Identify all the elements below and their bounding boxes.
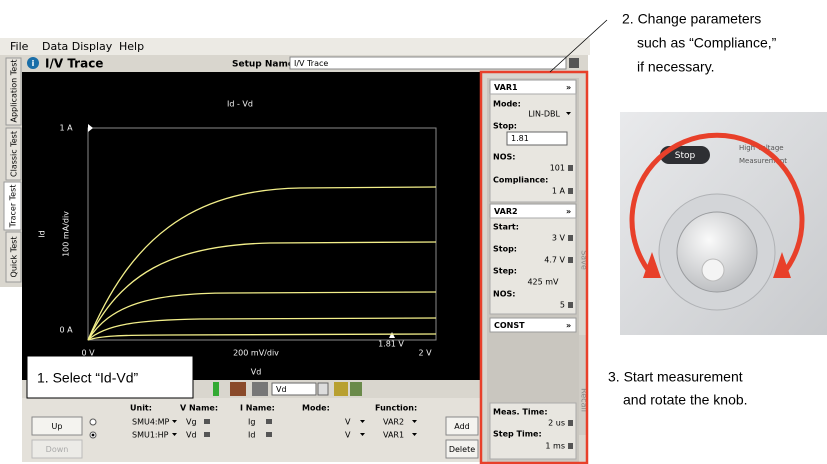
info-glyph: i [32,59,35,68]
tab-label: Application Test [10,60,19,123]
page: File Data Display Help i I/V Trace Setup… [0,0,827,464]
tab-label: Classic Test [10,131,19,177]
callout: and rotate the knob. [623,392,748,408]
field-value: 2 us [548,419,565,428]
field-icon[interactable] [568,235,573,241]
setup-value: I/V Trace [294,59,328,68]
field-label: Step Time: [493,430,542,439]
table-cell: V [345,431,351,440]
field-value: 4.7 V [544,256,565,265]
menu-item[interactable]: File [10,40,29,53]
field-value: 1 A [552,187,566,196]
callout: if necessary. [637,59,715,75]
field-label: NOS: [493,153,515,162]
table-cell: SMU1:HP [132,431,169,440]
field-value: 1 ms [545,442,565,451]
tool-icon[interactable] [350,382,362,396]
menu-item[interactable]: Help [119,40,144,53]
field-label: Compliance: [493,176,548,185]
graph-title: Id - Vd [227,100,253,109]
delete-label: Delete [449,445,475,454]
up-label: Up [52,422,63,431]
unit-icon [266,419,272,424]
table-header: Function: [375,404,417,413]
field-label: Stop: [493,122,517,131]
field-icon[interactable] [568,188,573,194]
table-header: V Name: [180,404,218,413]
radio[interactable] [90,419,96,425]
tab-label: Tracer Test [9,185,18,229]
save-icon[interactable] [569,58,579,68]
y-bottom-label: 0 A [59,326,73,335]
down-label: Down [46,445,69,454]
unit-icon [204,432,210,437]
dropdown-arrow[interactable] [318,383,328,395]
tool-icon[interactable] [334,382,348,396]
table-cell: V [345,418,351,427]
menu-item[interactable]: Data Display [42,40,113,53]
field-label: Start: [493,223,519,232]
field-value: 3 V [552,234,566,243]
field-label: Step: [493,267,517,276]
table-cell: VAR2 [383,418,404,427]
x-axis-label: Vd [251,368,262,377]
y-top-label: 1 A [59,124,73,133]
unit-icon [204,419,210,424]
callout: 1. Select “Id-Vd” [37,370,138,386]
table-cell: VAR1 [383,431,404,440]
setup-input[interactable] [290,57,566,69]
callout: 2. Change parameters [622,11,761,27]
tool-icon[interactable] [230,382,246,396]
app-title: I/V Trace [45,57,103,71]
stop-label: Stop [675,151,696,161]
field-value: 5 [560,301,565,310]
x-scale-label: 200 mV/div [233,349,279,358]
field-value: 1.81 [511,134,529,143]
unit-icon [266,432,272,437]
table-header: Unit: [130,404,152,413]
field-icon[interactable] [568,257,573,263]
screenshot: File Data Display Help i I/V Trace Setup… [0,0,827,464]
y-axis-label: Id [38,230,47,237]
field-icon[interactable] [568,165,573,171]
field-icon[interactable] [568,443,573,449]
tool-icon[interactable] [213,382,219,396]
x-right-label: 2 V [418,349,432,358]
field-value: 425 mV [527,278,559,287]
table-cell: Vg [186,418,197,427]
callout: such as “Compliance,” [637,35,777,51]
table-header: Mode: [302,404,330,413]
table-cell: Ig [248,418,255,427]
collapse-icon: » [566,321,571,330]
y-scale-label: 100 mA/div [62,211,71,257]
field-icon[interactable] [568,302,573,308]
callout: 3. Start measurement [608,369,743,385]
collapse-icon: » [566,83,571,92]
setup-label: Setup Name: [232,60,298,70]
field-label: Meas. Time: [493,408,548,417]
field-label: Stop: [493,245,517,254]
field-icon[interactable] [568,420,573,426]
field-value: LIN-DBL [528,110,560,119]
table-header: I Name: [240,404,275,413]
radio-dot [92,434,95,437]
field-label: Mode: [493,100,521,109]
tab-label: Quick Test [10,237,19,278]
knob-dimple [702,259,724,281]
table-cell: Id [248,431,255,440]
table-cell: Vd [186,431,197,440]
field-label: NOS: [493,290,515,299]
collapse-icon: » [566,207,571,216]
table-cell: SMU4:MP [132,418,170,427]
axis-select: Vd [276,385,287,394]
field-value: 101 [550,164,565,173]
marker-label: 1.81 V [378,340,404,349]
add-label: Add [454,422,470,431]
section-title: CONST [494,321,525,330]
section-title: VAR2 [494,207,518,216]
section-title: VAR1 [494,83,518,92]
tool-icon[interactable] [252,382,268,396]
